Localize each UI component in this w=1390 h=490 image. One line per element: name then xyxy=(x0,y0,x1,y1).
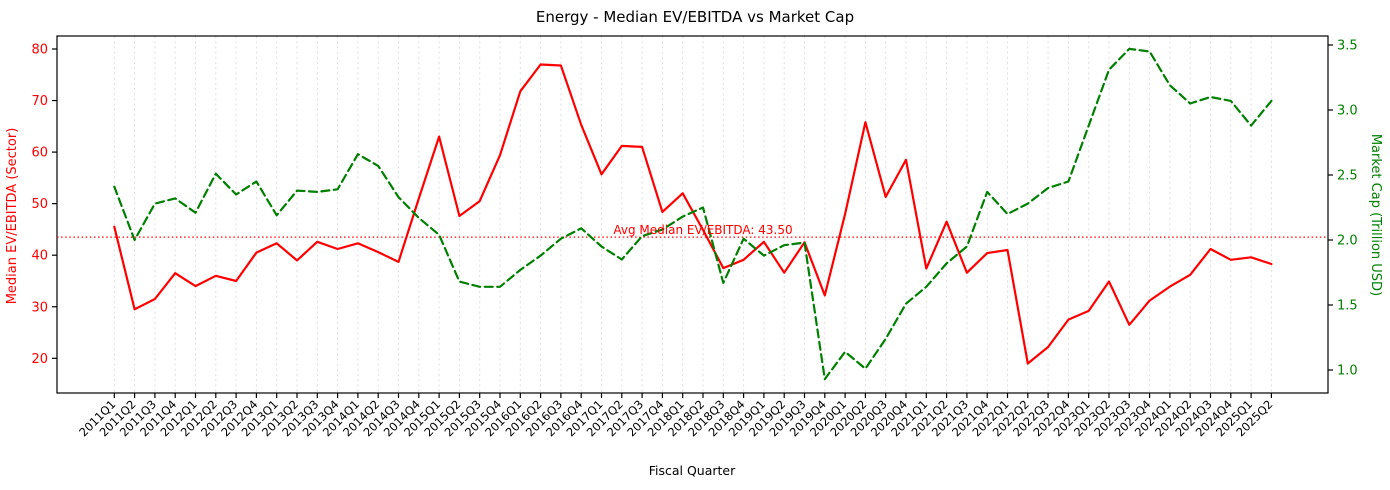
y-left-tick-label: 20 xyxy=(31,352,48,367)
y-right-tick-label: 2.5 xyxy=(1337,169,1358,184)
y-right-tick-label: 3.0 xyxy=(1337,104,1358,119)
y-left-tick-label: 40 xyxy=(31,249,48,264)
y-axis-label-right: Market Cap (Trillion USD) xyxy=(1368,134,1383,296)
y-right-tick-label: 3.5 xyxy=(1337,39,1358,54)
y-axis-left-ticks: 20 30 40 50 60 70 80 xyxy=(31,43,57,367)
y-left-tick-label: 80 xyxy=(31,43,48,58)
y-right-tick-label: 1.0 xyxy=(1337,364,1358,379)
plot-frame xyxy=(56,35,1329,394)
chart-title: Energy - Median EV/EBITDA vs Market Cap xyxy=(536,8,854,26)
y-right-tick-label: 1.5 xyxy=(1337,299,1358,314)
y-left-tick-label: 60 xyxy=(31,146,48,161)
avg-annotation: Avg Median EV/EBITDA: 43.50 xyxy=(613,223,792,237)
y-left-tick-label: 30 xyxy=(31,300,48,315)
y-axis-label-left: Median EV/EBITDA (Sector) xyxy=(5,128,20,305)
gridlines xyxy=(113,36,1272,393)
market-cap-line xyxy=(113,47,1273,381)
x-axis-label: Fiscal Quarter xyxy=(649,463,736,478)
x-axis-ticks: 2011Q12011Q22011Q32011Q42012Q12012Q22012… xyxy=(76,393,1276,439)
ev-ebitda-line xyxy=(113,63,1273,365)
y-right-tick-label: 2.0 xyxy=(1337,234,1358,249)
y-axis-right-ticks: 1.0 1.5 2.0 2.5 3.0 3.5 xyxy=(1328,39,1358,379)
y-left-tick-label: 70 xyxy=(31,94,48,109)
y-left-tick-label: 50 xyxy=(31,197,48,212)
